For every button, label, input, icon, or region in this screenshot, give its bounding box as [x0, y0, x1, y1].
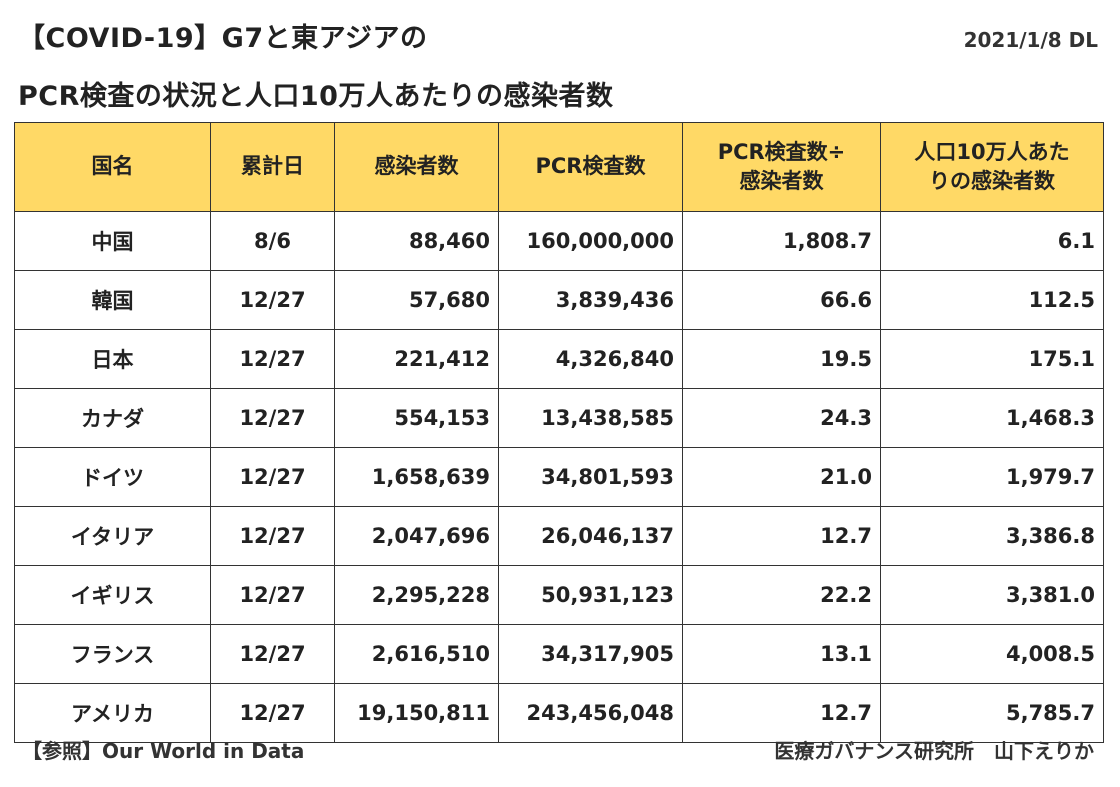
table-cell: 34,317,905	[498, 624, 683, 684]
table-cell: 2,047,696	[334, 506, 499, 566]
table-row: アメリカ 12/27 19,150,811 243,456,048 12.7 5,785.…	[14, 683, 1104, 743]
country-cell: 日本	[14, 329, 211, 389]
table-cell: 19.5	[682, 329, 881, 389]
table-row: 日本 12/27 221,412 4,326,840 19.5 175.1	[14, 329, 1104, 389]
table-row: イギリス 12/27 2,295,228 50,931,123 22.2 3,381.0	[14, 565, 1104, 625]
table-cell: 4,326,840	[498, 329, 683, 389]
column-header-5: 人口10万人あた りの感染者数	[880, 122, 1104, 212]
table-cell: 19,150,811	[334, 683, 499, 743]
table-row: ドイツ 12/27 1,658,639 34,801,593 21.0 1,979.7	[14, 447, 1104, 507]
table-cell: 13.1	[682, 624, 881, 684]
page-title-line1: 【COVID-19】G7と東アジアの	[18, 23, 428, 54]
table-cell: 12.7	[682, 506, 881, 566]
table-cell: 13,438,585	[498, 388, 683, 448]
table-row: カナダ 12/27 554,153 13,438,585 24.3 1,468.3	[14, 388, 1104, 448]
column-header-1: 累計日	[210, 122, 335, 212]
table-cell: 160,000,000	[498, 211, 683, 271]
table-cell: 1,658,639	[334, 447, 499, 507]
column-header-4: PCR検査数÷ 感染者数	[682, 122, 881, 212]
download-date: 2021/1/8 DL	[963, 28, 1098, 52]
table-cell: 57,680	[334, 270, 499, 330]
table-cell: 3,386.8	[880, 506, 1104, 566]
country-cell: フランス	[14, 624, 211, 684]
table-row: イタリア 12/27 2,047,696 26,046,137 12.7 3,386.8	[14, 506, 1104, 566]
table-cell: 554,153	[334, 388, 499, 448]
table-cell: 26,046,137	[498, 506, 683, 566]
country-cell: イギリス	[14, 565, 211, 625]
covid-data-table: 国名 累計日 感染者数 PCR検査数 PCR検査数÷ 感染者数 人口10万人あた りの感染者数…	[14, 122, 1104, 743]
table-cell: 34,801,593	[498, 447, 683, 507]
table-cell: 221,412	[334, 329, 499, 389]
table-cell: 12/27	[210, 683, 335, 743]
table-cell: 6.1	[880, 211, 1104, 271]
table-cell: 21.0	[682, 447, 881, 507]
table-cell: 12.7	[682, 683, 881, 743]
country-cell: ドイツ	[14, 447, 211, 507]
table-body: 中国 8/6 88,460 160,000,000 1,808.7 6.1 韓国 12/27 5…	[14, 211, 1104, 743]
table-cell: 243,456,048	[498, 683, 683, 743]
column-header-0: 国名	[14, 122, 211, 212]
table-cell: 2,295,228	[334, 565, 499, 625]
table-cell: 88,460	[334, 211, 499, 271]
column-header-2: 感染者数	[334, 122, 499, 212]
table-cell: 112.5	[880, 270, 1104, 330]
table-cell: 8/6	[210, 211, 335, 271]
source-note: 【参照】Our World in Data	[22, 739, 305, 763]
page-title-line2: PCR検査の状況と人口10万人あたりの感染者数	[18, 81, 614, 112]
table-cell: 5,785.7	[880, 683, 1104, 743]
table-cell: 1,468.3	[880, 388, 1104, 448]
table-cell: 12/27	[210, 270, 335, 330]
table-cell: 12/27	[210, 447, 335, 507]
table-row: 韓国 12/27 57,680 3,839,436 66.6 112.5	[14, 270, 1104, 330]
table-cell: 12/27	[210, 388, 335, 448]
table-cell: 1,979.7	[880, 447, 1104, 507]
author-credit: 医療ガバナンス研究所 山下えりか	[774, 739, 1094, 763]
table-cell: 12/27	[210, 506, 335, 566]
table-cell: 4,008.5	[880, 624, 1104, 684]
table-cell: 12/27	[210, 624, 335, 684]
table-row: 中国 8/6 88,460 160,000,000 1,808.7 6.1	[14, 211, 1104, 271]
table-cell: 12/27	[210, 329, 335, 389]
table-header-row: 国名 累計日 感染者数 PCR検査数 PCR検査数÷ 感染者数 人口10万人あた りの感染者数	[14, 122, 1104, 212]
country-cell: カナダ	[14, 388, 211, 448]
table-cell: 50,931,123	[498, 565, 683, 625]
table-cell: 22.2	[682, 565, 881, 625]
table-cell: 3,381.0	[880, 565, 1104, 625]
table-cell: 66.6	[682, 270, 881, 330]
table-header: 国名 累計日 感染者数 PCR検査数 PCR検査数÷ 感染者数 人口10万人あた りの感染者数	[14, 122, 1104, 212]
table-cell: 2,616,510	[334, 624, 499, 684]
table-row: フランス 12/27 2,616,510 34,317,905 13.1 4,008.5	[14, 624, 1104, 684]
table-cell: 175.1	[880, 329, 1104, 389]
country-cell: アメリカ	[14, 683, 211, 743]
table-cell: 12/27	[210, 565, 335, 625]
table-cell: 1,808.7	[682, 211, 881, 271]
column-header-3: PCR検査数	[498, 122, 683, 212]
country-cell: 韓国	[14, 270, 211, 330]
country-cell: 中国	[14, 211, 211, 271]
country-cell: イタリア	[14, 506, 211, 566]
table-cell: 24.3	[682, 388, 881, 448]
table-cell: 3,839,436	[498, 270, 683, 330]
